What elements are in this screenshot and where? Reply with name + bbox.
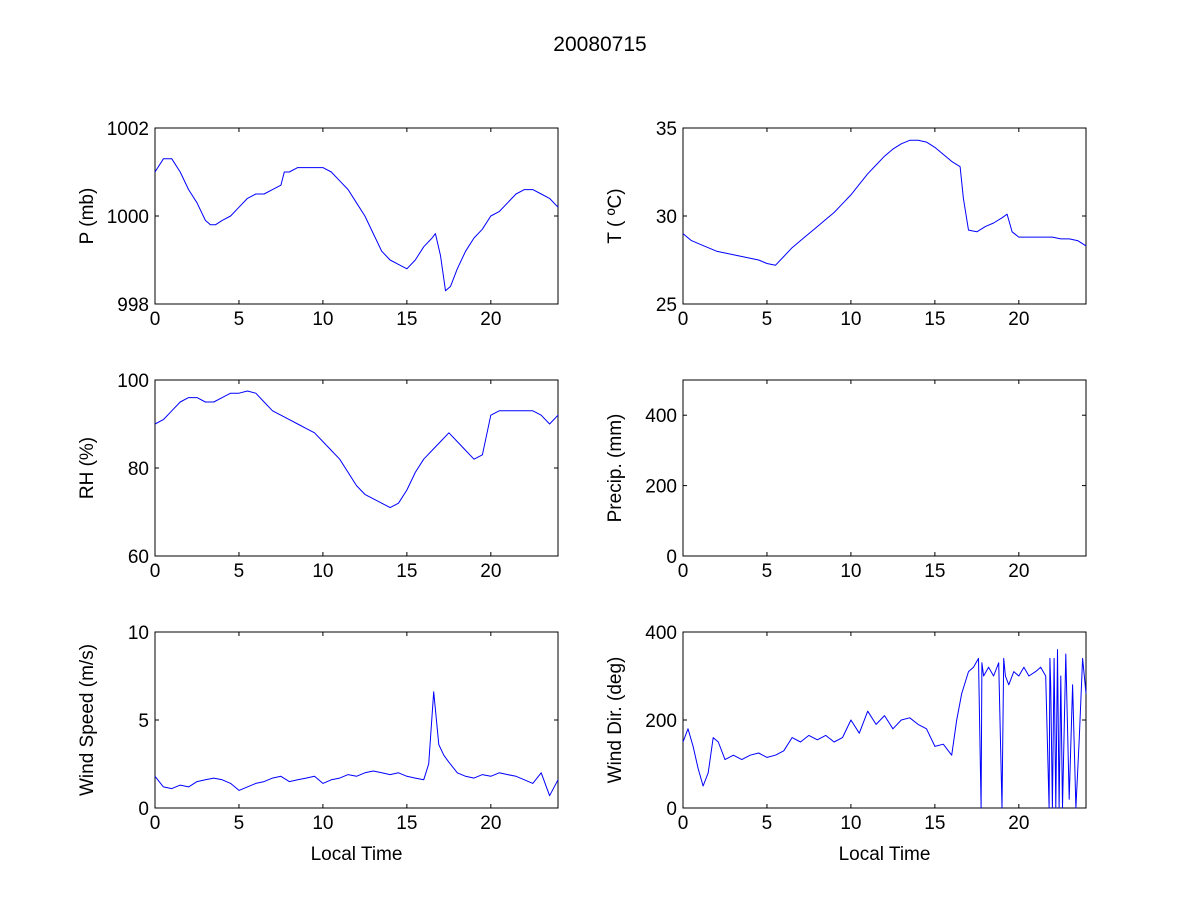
x-tick-label: 10 bbox=[312, 309, 333, 330]
axes-frame bbox=[154, 127, 559, 305]
subplot-top-left: 0 5 10 15 20 998 1000 1002 P (mb) bbox=[77, 119, 559, 330]
x-tick-label: 5 bbox=[762, 561, 773, 582]
series-line bbox=[154, 390, 559, 509]
subplot-bottom-left: 0 5 10 15 20 0 5 10 Wind Speed (m/s) Local Time bbox=[77, 623, 559, 865]
x-tick-label: 20 bbox=[480, 309, 501, 330]
x-tick-label: 5 bbox=[762, 813, 773, 834]
x-tick-label: 10 bbox=[840, 309, 861, 330]
y-tick-label: 100 bbox=[117, 371, 149, 392]
x-tick-label: 5 bbox=[762, 309, 773, 330]
y-axis-label: Wind Dir. (deg) bbox=[605, 657, 626, 784]
x-tick-label: 0 bbox=[150, 813, 161, 834]
y-axis-label: RH (%) bbox=[77, 437, 98, 499]
axes-frame bbox=[154, 379, 559, 557]
x-axis-label: Local Time bbox=[839, 844, 931, 865]
y-tick-label: 60 bbox=[128, 547, 149, 568]
y-tick-label: 0 bbox=[666, 799, 677, 820]
y-tick-label: 30 bbox=[656, 207, 677, 228]
y-axis-label: P (mb) bbox=[77, 188, 98, 245]
x-tick-label: 0 bbox=[678, 561, 689, 582]
axes-frame bbox=[154, 631, 559, 809]
x-tick-label: 10 bbox=[840, 561, 861, 582]
x-tick-label: 10 bbox=[840, 813, 861, 834]
figure-title: 20080715 bbox=[553, 33, 647, 56]
x-tick-label: 15 bbox=[924, 309, 945, 330]
x-tick-label: 15 bbox=[924, 813, 945, 834]
subplot-middle-left: 0 5 10 15 20 60 80 100 RH (%) bbox=[77, 371, 559, 582]
y-tick-label: 25 bbox=[656, 295, 677, 316]
y-tick-label: 0 bbox=[666, 547, 677, 568]
y-tick-label: 5 bbox=[138, 711, 149, 732]
axes-frame bbox=[682, 379, 1087, 557]
subplot-top-right: 0 5 10 15 20 25 30 35 T ( ºC) bbox=[605, 119, 1087, 330]
x-tick-label: 15 bbox=[924, 561, 945, 582]
series-line bbox=[682, 649, 1087, 809]
series-line bbox=[682, 139, 1087, 266]
y-tick-label: 400 bbox=[645, 406, 677, 427]
y-tick-label: 998 bbox=[117, 295, 149, 316]
x-tick-label: 10 bbox=[312, 561, 333, 582]
x-tick-label: 15 bbox=[396, 309, 417, 330]
x-tick-label: 15 bbox=[396, 561, 417, 582]
axes-frame bbox=[682, 631, 1087, 809]
x-tick-label: 20 bbox=[480, 813, 501, 834]
x-tick-label: 0 bbox=[150, 561, 161, 582]
y-tick-label: 1000 bbox=[107, 207, 149, 228]
x-tick-label: 20 bbox=[1008, 813, 1029, 834]
x-tick-label: 10 bbox=[312, 813, 333, 834]
x-tick-label: 0 bbox=[678, 309, 689, 330]
series-line bbox=[154, 158, 559, 292]
series-line bbox=[154, 691, 559, 797]
x-tick-label: 5 bbox=[234, 309, 245, 330]
axes-frame bbox=[682, 127, 1087, 305]
y-tick-label: 200 bbox=[645, 477, 677, 498]
y-tick-label: 400 bbox=[645, 623, 677, 644]
y-axis-label: Wind Speed (m/s) bbox=[77, 644, 98, 796]
x-tick-label: 15 bbox=[396, 813, 417, 834]
y-axis-label: Precip. (mm) bbox=[605, 414, 626, 523]
y-tick-label: 200 bbox=[645, 711, 677, 732]
x-tick-label: 5 bbox=[234, 813, 245, 834]
x-tick-label: 20 bbox=[1008, 561, 1029, 582]
x-axis-label: Local Time bbox=[311, 844, 403, 865]
x-tick-label: 5 bbox=[234, 561, 245, 582]
x-tick-label: 20 bbox=[480, 561, 501, 582]
y-tick-label: 0 bbox=[138, 799, 149, 820]
x-tick-label: 0 bbox=[150, 309, 161, 330]
x-tick-label: 0 bbox=[678, 813, 689, 834]
y-tick-label: 10 bbox=[128, 623, 149, 644]
y-axis-label: T ( ºC) bbox=[605, 188, 626, 243]
y-tick-label: 35 bbox=[656, 119, 677, 140]
y-tick-label: 80 bbox=[128, 459, 149, 480]
y-tick-label: 1002 bbox=[107, 119, 149, 140]
x-tick-label: 20 bbox=[1008, 309, 1029, 330]
